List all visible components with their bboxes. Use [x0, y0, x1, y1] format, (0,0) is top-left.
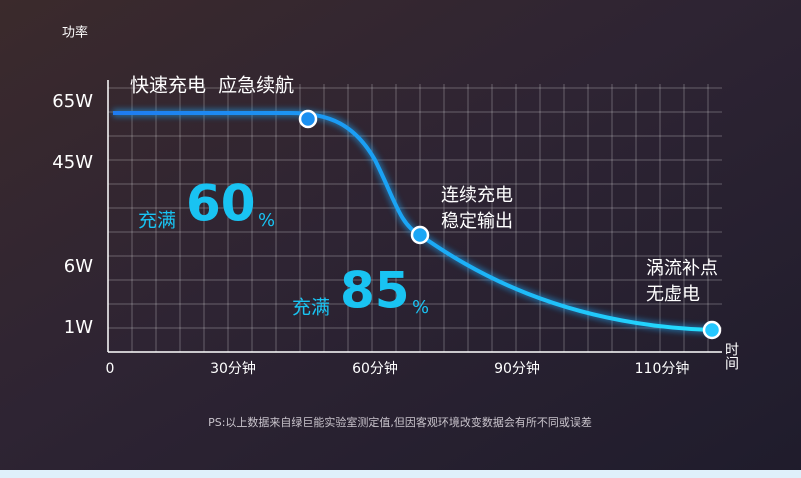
x-label: 60分钟: [352, 360, 398, 377]
point: [298, 109, 318, 129]
curve-points: [298, 109, 722, 340]
x-labels: 0 30分钟 60分钟 90分钟 110分钟: [106, 360, 690, 377]
curve: [113, 111, 713, 332]
point: [410, 225, 430, 245]
x-label: 90分钟: [494, 360, 540, 377]
y-label: 45W: [52, 152, 93, 173]
callout-value: 60: [186, 175, 256, 233]
callout-unit: %: [412, 297, 429, 318]
y-axis-title: 功率: [62, 25, 88, 41]
callout-value: 85: [340, 262, 410, 320]
x-label: 0: [106, 361, 115, 377]
note-line: 连续充电: [441, 185, 513, 206]
x-axis-title: 时间: [723, 342, 739, 371]
bottom-band: [0, 470, 801, 478]
x-label: 30分钟: [210, 360, 256, 377]
note-line: 稳定输出: [441, 211, 513, 232]
callout: 充满 85 %: [292, 262, 429, 320]
y-labels: 65W 45W 6W 1W: [52, 91, 93, 338]
y-label: 65W: [52, 91, 93, 112]
point: [702, 320, 722, 340]
callout-unit: %: [258, 210, 275, 231]
note-line: 涡流补点: [646, 258, 718, 279]
footnote: PS:以上数据来自绿巨能实验室测定值,但因客观环境改变数据会有所不同或误差: [208, 415, 592, 429]
y-label: 6W: [64, 256, 93, 277]
callout-prefix: 充满: [138, 210, 176, 232]
y-label: 1W: [64, 317, 93, 338]
grid: [108, 84, 722, 352]
callout-prefix: 充满: [292, 297, 330, 319]
note-line: 无虚电: [646, 284, 700, 305]
callout: 充满 60 %: [138, 175, 275, 233]
headline: 快速充电 应急续航: [130, 75, 294, 97]
x-label: 110分钟: [635, 360, 690, 377]
